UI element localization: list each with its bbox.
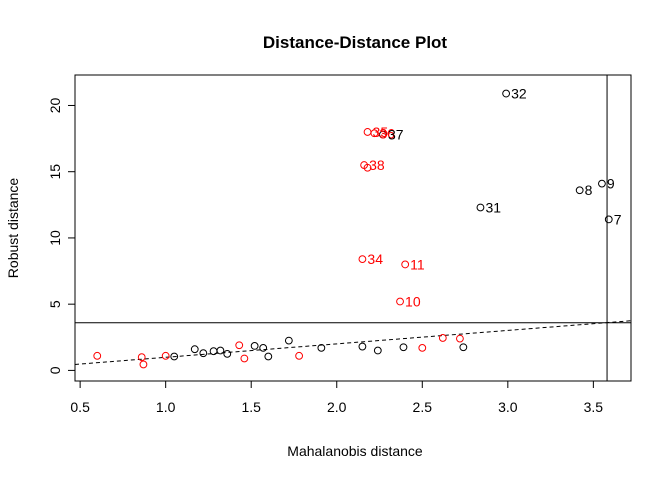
data-point xyxy=(373,346,382,355)
chart-title: Distance-Distance Plot xyxy=(263,33,448,52)
data-point xyxy=(502,89,511,98)
data-point xyxy=(93,351,102,360)
x-tick-label: 2.0 xyxy=(327,399,347,415)
y-tick-label: 15 xyxy=(47,164,63,180)
data-point xyxy=(363,163,372,172)
x-axis: 0.5 1.0 1.5 2.0 2.5 3.0 3.5 xyxy=(70,380,604,415)
point-label: 11 xyxy=(410,256,425,272)
point-label: 31 xyxy=(485,199,501,215)
x-tick-label: 0.5 xyxy=(70,399,90,415)
data-point xyxy=(209,347,218,356)
data-point xyxy=(295,351,304,360)
data-point xyxy=(396,297,404,306)
point-label: 38 xyxy=(369,157,385,173)
data-point xyxy=(438,334,447,342)
data-point xyxy=(363,128,372,136)
y-tick-label: 10 xyxy=(47,230,63,246)
x-axis-label: Mahalanobis distance xyxy=(287,443,423,459)
data-point xyxy=(604,215,613,224)
data-point xyxy=(476,203,485,212)
point-label: 10 xyxy=(405,294,421,310)
data-point xyxy=(199,349,208,358)
point-label: 36 xyxy=(379,125,395,141)
point-label: 9 xyxy=(607,176,615,192)
point-label: 34 xyxy=(367,251,383,267)
data-point xyxy=(317,343,326,352)
data-point xyxy=(575,186,584,195)
data-point xyxy=(235,341,244,350)
data-point xyxy=(401,260,410,269)
data-point xyxy=(358,342,367,351)
point-label: 32 xyxy=(511,86,527,102)
point-label: 37 xyxy=(388,127,404,143)
data-point xyxy=(418,343,427,352)
x-tick-label: 1.0 xyxy=(156,399,176,415)
data-point xyxy=(598,179,606,188)
x-tick-label: 2.5 xyxy=(413,399,433,415)
y-tick-label: 0 xyxy=(47,366,63,374)
reference-lines xyxy=(74,75,632,381)
y-tick-label: 5 xyxy=(47,300,63,308)
data-point xyxy=(259,343,268,352)
point-label: 35 xyxy=(373,124,389,140)
dashed-reference-line xyxy=(74,320,632,365)
data-point xyxy=(250,341,259,350)
data-point xyxy=(137,353,146,362)
data-point xyxy=(284,336,293,345)
y-tick-label: 20 xyxy=(47,97,63,113)
data-point xyxy=(170,352,179,361)
data-point xyxy=(456,334,464,343)
point-label: 8 xyxy=(585,182,593,198)
data-point xyxy=(358,255,367,264)
y-axis-label: Robust distance xyxy=(5,178,21,279)
y-axis: 0 5 10 15 20 xyxy=(47,97,76,374)
plot-frame xyxy=(74,74,632,382)
data-point xyxy=(139,360,148,369)
point-label: 7 xyxy=(614,211,622,227)
x-tick-label: 3.0 xyxy=(498,399,518,415)
data-point xyxy=(379,130,387,139)
data-point xyxy=(223,349,232,358)
data-point xyxy=(370,129,379,138)
data-points xyxy=(93,89,613,369)
x-tick-label: 1.5 xyxy=(241,399,261,415)
data-point xyxy=(264,352,273,361)
x-tick-label: 3.5 xyxy=(584,399,604,415)
data-point xyxy=(240,354,249,363)
data-point xyxy=(459,343,468,352)
data-point xyxy=(216,346,225,355)
data-point xyxy=(399,343,408,352)
data-point xyxy=(161,351,170,360)
data-point xyxy=(190,345,199,354)
